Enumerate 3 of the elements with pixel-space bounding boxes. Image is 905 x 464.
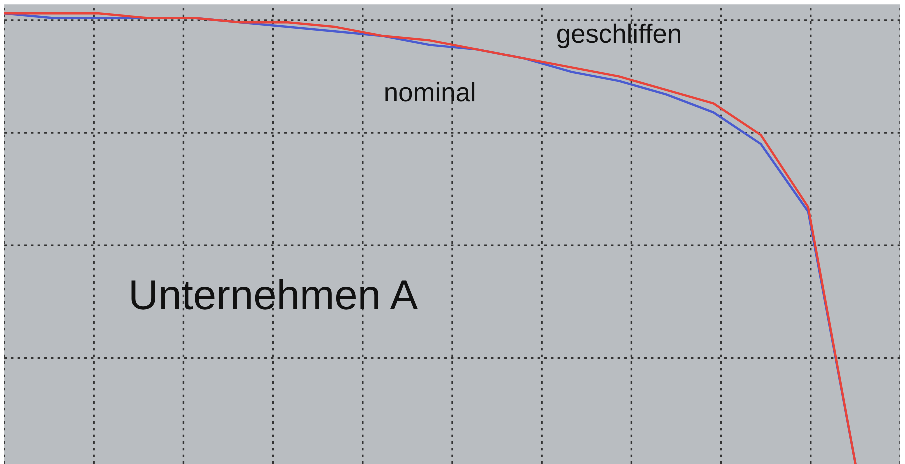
annotation: Unternehmen A: [132, 279, 418, 310]
series-label: nominal: [386, 82, 475, 102]
series-label: geschliffen: [558, 24, 680, 48]
